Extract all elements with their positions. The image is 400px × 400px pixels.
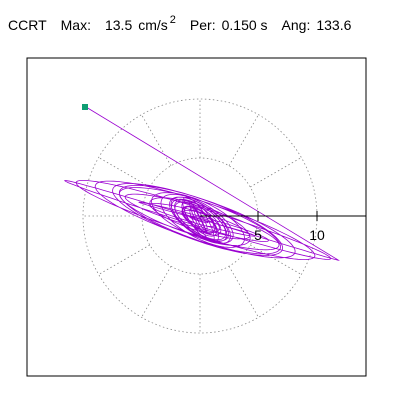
angle-value: 133.6 — [316, 17, 352, 33]
start-marker — [82, 104, 88, 110]
tick-label-10: 10 — [309, 227, 325, 243]
radial-gridline — [98, 244, 150, 275]
station-name: CCRT — [8, 17, 47, 33]
max-label: Max: — [60, 17, 91, 33]
angle-label: Ang: — [281, 17, 311, 33]
radial-gridline — [141, 114, 172, 166]
radial-gridline — [250, 157, 302, 188]
max-unit: cm/s — [138, 17, 168, 33]
radial-gridlines — [83, 99, 302, 333]
radial-gridline — [228, 266, 259, 318]
radial-gridline — [141, 266, 172, 318]
tick-label-5: 5 — [254, 227, 262, 243]
period-label: Per: — [189, 17, 216, 33]
header-bar: CCRT Max: 13.5 cm/s 2 Per: 0.150 s Ang: … — [8, 14, 352, 37]
radial-gridline — [228, 114, 259, 166]
motion-trace — [64, 106, 340, 261]
period-value: 0.150 s — [221, 17, 268, 33]
max-value: 13.5 — [104, 17, 133, 33]
radial-gridline — [250, 244, 302, 275]
max-exponent: 2 — [169, 14, 176, 26]
radial-gridline — [98, 157, 150, 188]
motion-trace-path — [64, 106, 340, 261]
